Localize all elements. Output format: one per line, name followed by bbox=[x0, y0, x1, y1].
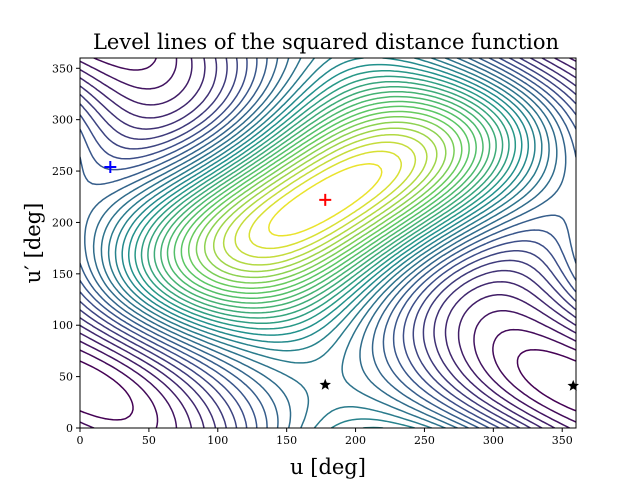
x-tick-label: 0 bbox=[77, 434, 84, 447]
x-tick-label: 150 bbox=[276, 434, 297, 447]
contour-level bbox=[173, 100, 477, 299]
plot-frame bbox=[79, 57, 577, 429]
contour-level bbox=[80, 58, 576, 428]
x-tick-label: 200 bbox=[345, 434, 366, 447]
contour-level bbox=[187, 110, 463, 289]
plus-marker bbox=[104, 160, 117, 173]
contour-level bbox=[134, 69, 517, 330]
x-tick-label: 300 bbox=[483, 434, 504, 447]
y-tick-label: 200 bbox=[52, 216, 73, 229]
contour-level bbox=[80, 348, 576, 421]
contour-level bbox=[140, 75, 510, 325]
y-tick-label: 150 bbox=[52, 268, 73, 281]
x-axis-ticks: 0 50 100 150 200 250 300 350 bbox=[77, 428, 573, 447]
contour-level bbox=[160, 90, 491, 309]
contour-level bbox=[180, 105, 470, 295]
contour-level bbox=[80, 58, 576, 428]
y-tick-label: 250 bbox=[52, 165, 73, 178]
star-marker bbox=[567, 379, 579, 391]
star-marker bbox=[319, 378, 331, 390]
x-tick-label: 50 bbox=[142, 434, 156, 447]
x-tick-label: 350 bbox=[552, 434, 573, 447]
contour-level bbox=[166, 95, 484, 304]
chart-title: Level lines of the squared distance func… bbox=[93, 30, 559, 54]
y-tick-label: 300 bbox=[52, 114, 73, 127]
contour-level bbox=[153, 86, 497, 314]
y-tick-label: 0 bbox=[66, 422, 73, 435]
contour-level bbox=[84, 58, 567, 428]
plus-marker bbox=[319, 193, 332, 206]
contour-level bbox=[212, 127, 438, 273]
contour-level bbox=[203, 121, 447, 279]
contour-level bbox=[127, 63, 523, 336]
contour-level bbox=[195, 115, 455, 284]
y-tick-label: 100 bbox=[52, 319, 73, 332]
x-axis-label: u [deg] bbox=[290, 455, 366, 479]
contour-level bbox=[80, 58, 576, 428]
y-axis-ticks: 0 50 100 150 200 250 300 350 bbox=[52, 62, 80, 435]
x-tick-label: 100 bbox=[207, 434, 228, 447]
contour-level bbox=[80, 58, 576, 428]
contour-level bbox=[147, 80, 504, 319]
contour-level bbox=[248, 150, 402, 250]
y-tick-label: 350 bbox=[52, 62, 73, 75]
y-tick-label: 50 bbox=[59, 371, 73, 384]
contour-level bbox=[107, 58, 543, 428]
contour-level bbox=[80, 58, 576, 428]
y-axis-label: u′ [deg] bbox=[21, 203, 45, 284]
contour-level bbox=[268, 163, 383, 237]
contour-level bbox=[80, 58, 576, 428]
x-tick-label: 250 bbox=[414, 434, 435, 447]
contour-level bbox=[222, 133, 428, 266]
contour-level bbox=[92, 58, 558, 428]
markers bbox=[104, 160, 579, 391]
contour-level bbox=[100, 58, 550, 428]
contour-lines bbox=[80, 58, 576, 428]
contour-level bbox=[234, 141, 417, 259]
contour-level bbox=[80, 58, 576, 428]
contour-level bbox=[80, 58, 576, 428]
